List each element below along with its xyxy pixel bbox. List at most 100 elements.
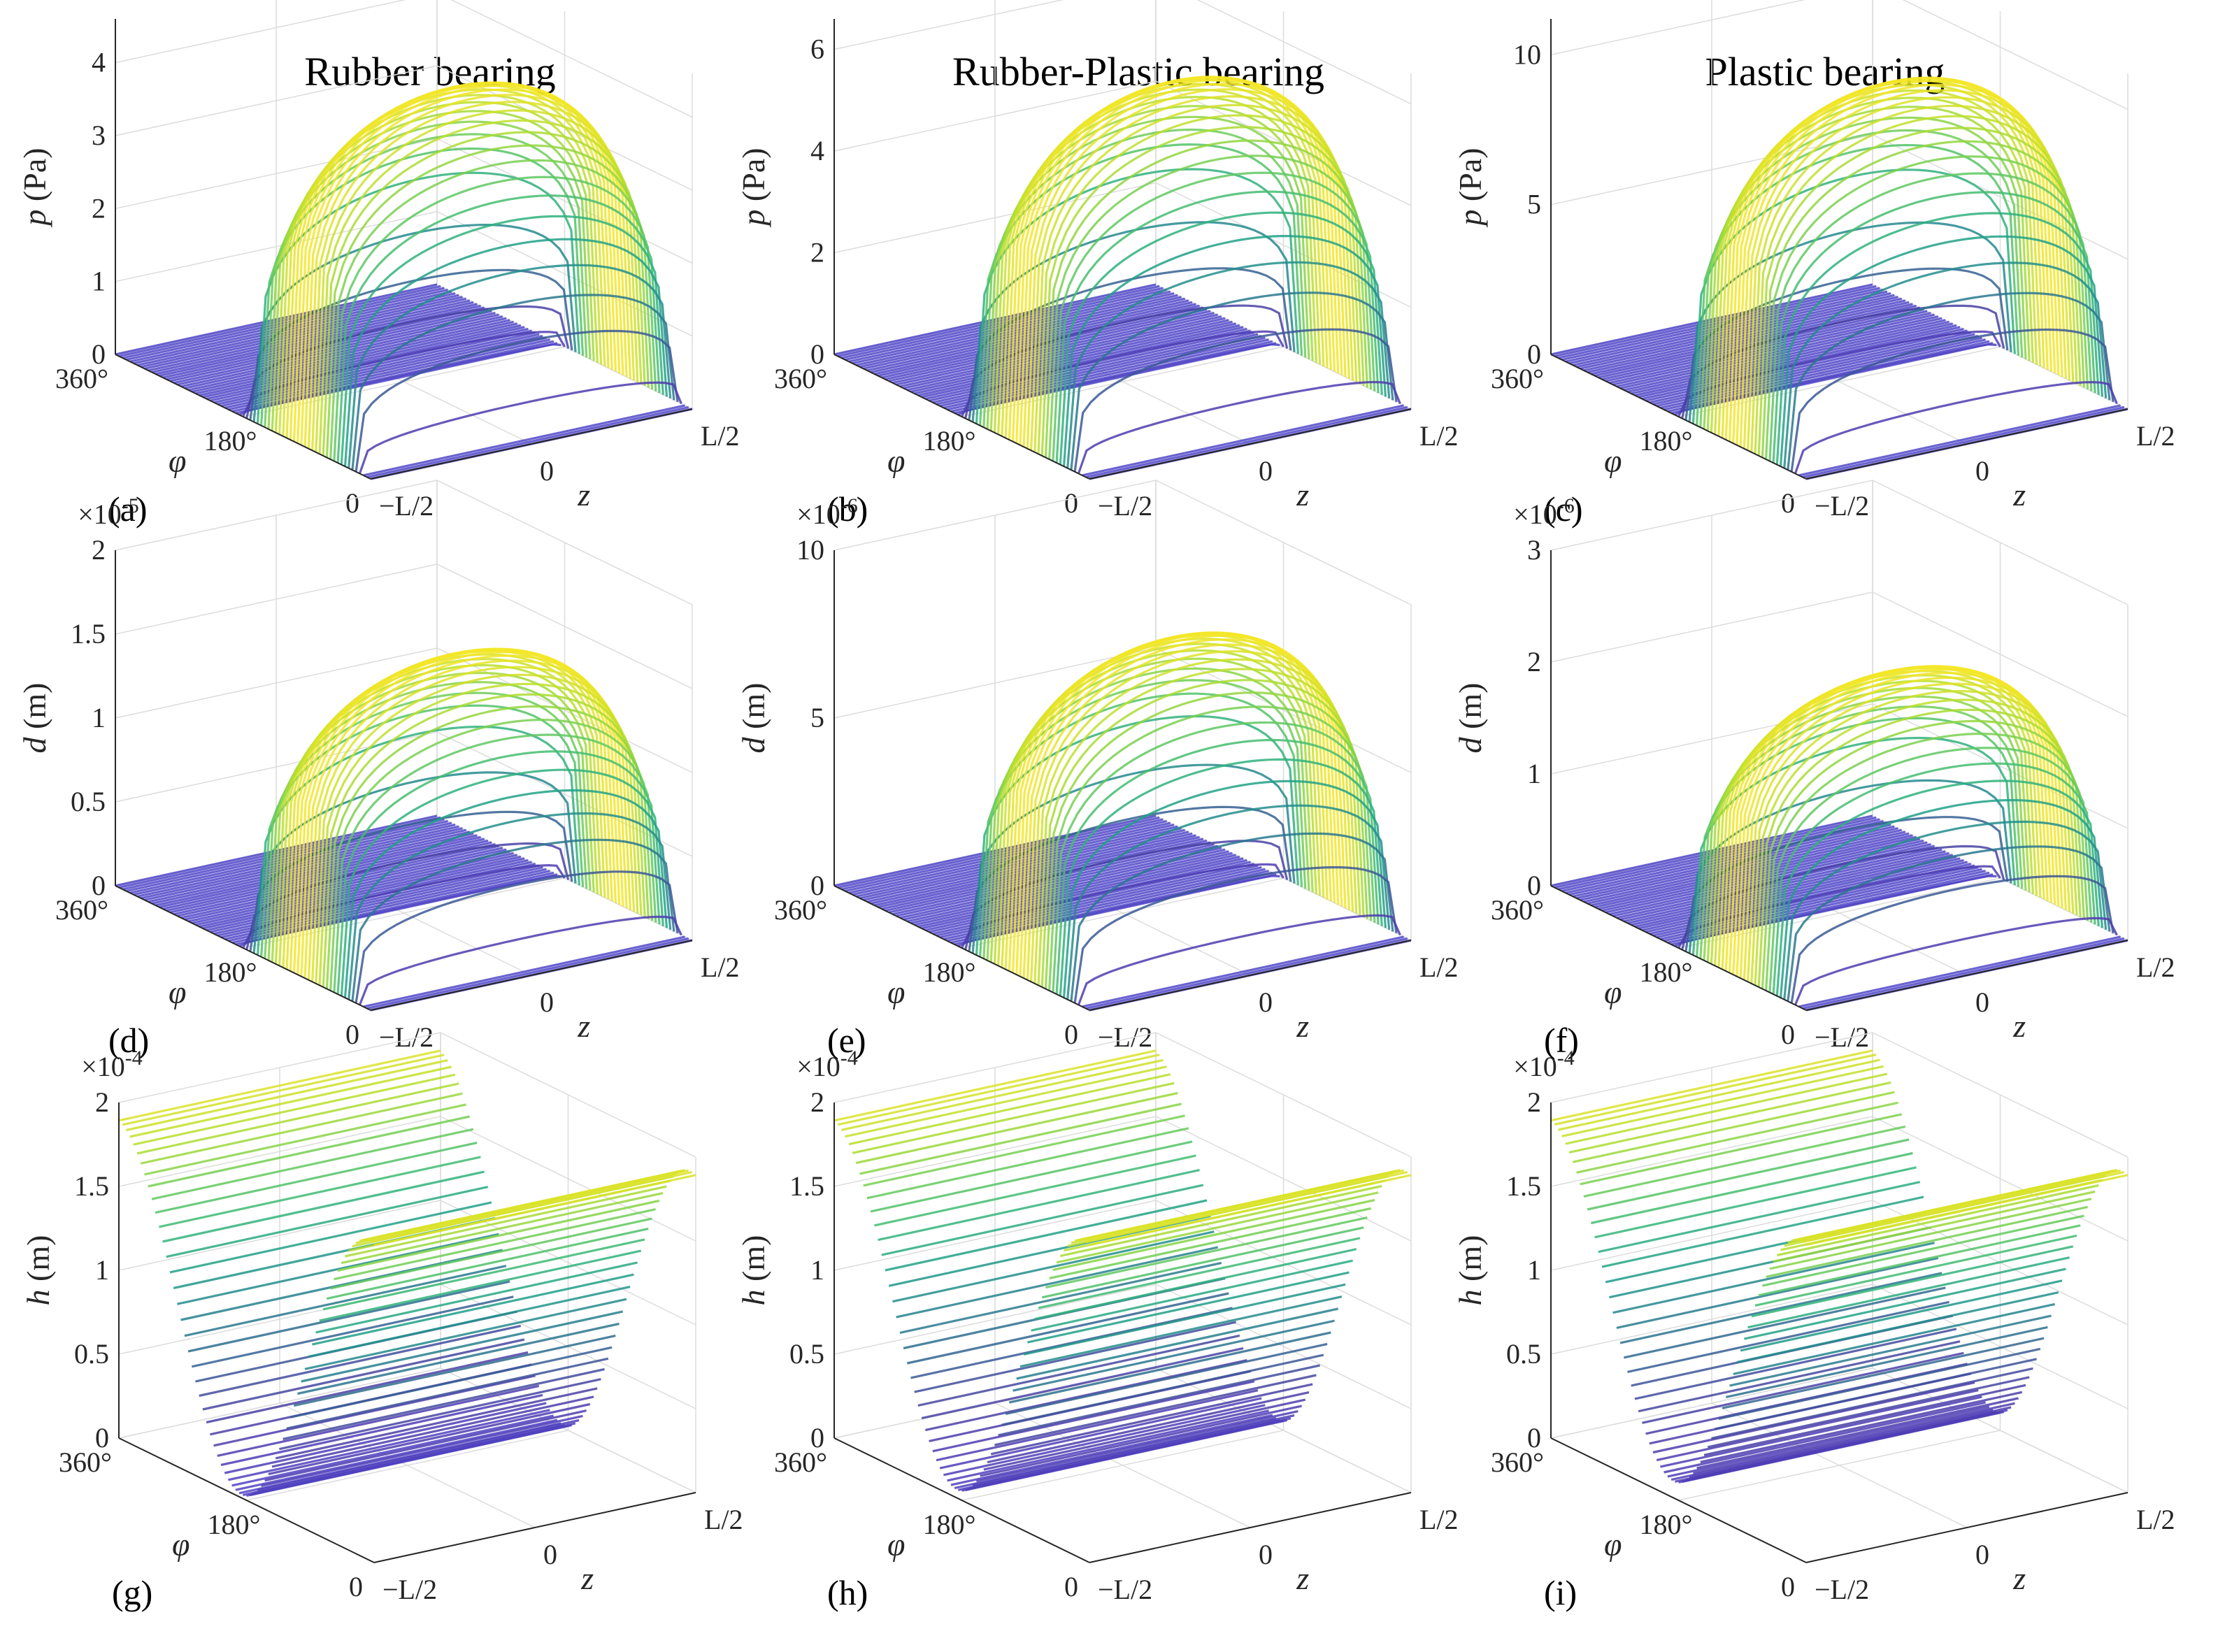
phi-tick-label-b-2: 360° [774, 363, 827, 394]
surface-line-i-41 [1656, 1389, 1979, 1462]
surface-line-b-6 [1066, 261, 1391, 468]
surface-line-h-56 [885, 1199, 1208, 1272]
ztick-label-a-0: 0 [92, 338, 106, 370]
surface-line-g-62 [148, 1115, 471, 1188]
surface-line-i-52 [1616, 1256, 1939, 1329]
zlabel-c: p (Pa) [1452, 148, 1488, 227]
zcoord-axis-line-a [370, 408, 693, 480]
surface-line-f-63 [1576, 827, 1898, 900]
surface-line-d-7 [343, 789, 668, 998]
surface-line-g-48 [199, 1324, 522, 1398]
surface-line-i-56 [1601, 1195, 1924, 1268]
surface-line-i-19 [1736, 1291, 2059, 1364]
surface-line-b-11 [1048, 155, 1373, 460]
surface-line-b-28 [986, 115, 1310, 429]
zcoord-tick-label-f-2: L/2 [2136, 951, 2175, 983]
panel-d: 0 0.5 1 1.5 2 ×10-5 d (m) 0 180° 360° φ −L/2 0 L/2 z (d… [17, 480, 740, 1060]
surface-line-i-50 [1623, 1286, 1946, 1359]
surface-line-g-26 [279, 1378, 601, 1451]
surface-line-e-52 [899, 847, 1222, 919]
panel-g: 0 0.5 1 1.5 2 ×10-4 h (m) 0 180° 360° φ −L/2 0 L/2 z (g… [20, 1032, 743, 1612]
phi-tick-label-f-0: 0 [1781, 1019, 1795, 1050]
zcoord-tick-label-i-1: 0 [1975, 1539, 1989, 1570]
surface-line-a-14 [318, 119, 643, 454]
surface-line-c-7 [1779, 235, 2104, 467]
z-exponent-d: ×10-5 [78, 494, 139, 530]
surface-line-g-28 [271, 1395, 594, 1468]
surface-line-i-22 [1725, 1326, 2048, 1398]
surface-line-h-18 [1023, 1283, 1346, 1356]
surface-line-i-49 [1627, 1300, 1949, 1373]
surface-e [833, 631, 1412, 1012]
surface-line-g-1 [370, 1171, 693, 1244]
surface-line-f-49 [1627, 852, 1949, 924]
phi-axis-line-e [833, 885, 1090, 1011]
surface-line-a-15 [315, 109, 639, 452]
surface-line-g-31 [261, 1414, 583, 1487]
surface-line-i-69 [1554, 1053, 1877, 1126]
ztick-label-g-1: 0.5 [74, 1338, 109, 1370]
phi-tick-label-b-1: 180° [923, 425, 976, 457]
surface-line-h-14 [1038, 1237, 1361, 1309]
surface-line-d-1 [366, 937, 689, 1010]
surface-line-g-23 [289, 1346, 613, 1418]
surface-line-h-48 [914, 1321, 1237, 1393]
ztick-label-f-3: 3 [1527, 534, 1541, 566]
phi-tick-label-b-0: 0 [1064, 487, 1078, 519]
surface-line-d-68 [122, 818, 445, 891]
surface-line-e-49 [910, 852, 1233, 924]
ztick-label-c-0: 0 [1527, 338, 1541, 370]
ztick-label-d-3: 1.5 [71, 618, 106, 649]
grid-line-z-3 [118, 1116, 696, 1242]
surface-line-e-17 [1026, 643, 1350, 980]
phi-axis-label-h: φ [887, 1527, 905, 1563]
axes-c [1550, 19, 2128, 480]
surface-line-h-31 [976, 1410, 1298, 1483]
surface-line-h-68 [841, 1058, 1164, 1131]
ztick-label-i-0: 0 [1527, 1422, 1541, 1453]
surface-f [1550, 665, 2128, 1012]
z-exponent-g: ×10-4 [81, 1047, 143, 1082]
surface-line-f-65 [1568, 824, 1891, 896]
phi-axis-label-g: φ [172, 1527, 189, 1563]
surface-b [833, 76, 1412, 480]
zcoord-tick-label-b-0: −L/2 [1098, 490, 1152, 522]
surface-line-h-47 [917, 1334, 1240, 1407]
zlabel-d: d (m) [17, 683, 52, 754]
surface-line-i-9 [1773, 1190, 2096, 1263]
surface-line-f-57 [1598, 838, 1921, 910]
surface-line-g-41 [224, 1402, 547, 1474]
zcoord-tick-label-h-2: L/2 [1419, 1504, 1459, 1535]
surface-line-d-29 [264, 691, 588, 959]
surface-line-g-11 [334, 1208, 656, 1281]
zcoord-tick-label-h-0: −L/2 [1098, 1574, 1152, 1605]
ztick-label-h-0: 0 [810, 1422, 824, 1453]
surface-line-h-28 [987, 1391, 1310, 1464]
panel-label-h: (h) [827, 1573, 868, 1612]
surface-line-g-29 [268, 1402, 591, 1476]
surface-line-h-2 [1082, 1169, 1404, 1242]
surface-line-h-62 [863, 1114, 1186, 1187]
surface-line-g-27 [275, 1387, 598, 1460]
zcoord-axis-line-b [1089, 408, 1412, 480]
surface-line-b-14 [1037, 114, 1361, 454]
phi-tick-label-a-0: 0 [345, 487, 359, 519]
surface-line-e-34 [964, 840, 1289, 950]
surface-line-g-63 [144, 1103, 466, 1176]
surface-line-h-63 [859, 1102, 1182, 1175]
zcoord-axis-label-c: z [2012, 477, 2026, 512]
surface-line-g-67 [129, 1065, 452, 1138]
zcoord-axis-line-h [1089, 1492, 1412, 1563]
surface-line-h-32 [972, 1414, 1295, 1487]
ztick-label-d-0: 0 [92, 870, 106, 901]
surface-line-h-26 [994, 1374, 1317, 1446]
surface-line-g-21 [297, 1322, 620, 1395]
zcoord-tick-label-h-1: 0 [1259, 1539, 1273, 1570]
surface-line-a-34 [245, 305, 570, 419]
surface-line-i-68 [1558, 1058, 1880, 1131]
surface-line-h-19 [1019, 1295, 1343, 1368]
surface-line-c-8 [1775, 212, 2100, 465]
phi-axis-line-f [1550, 885, 1807, 1011]
surface-line-f-3 [1794, 917, 2118, 1006]
